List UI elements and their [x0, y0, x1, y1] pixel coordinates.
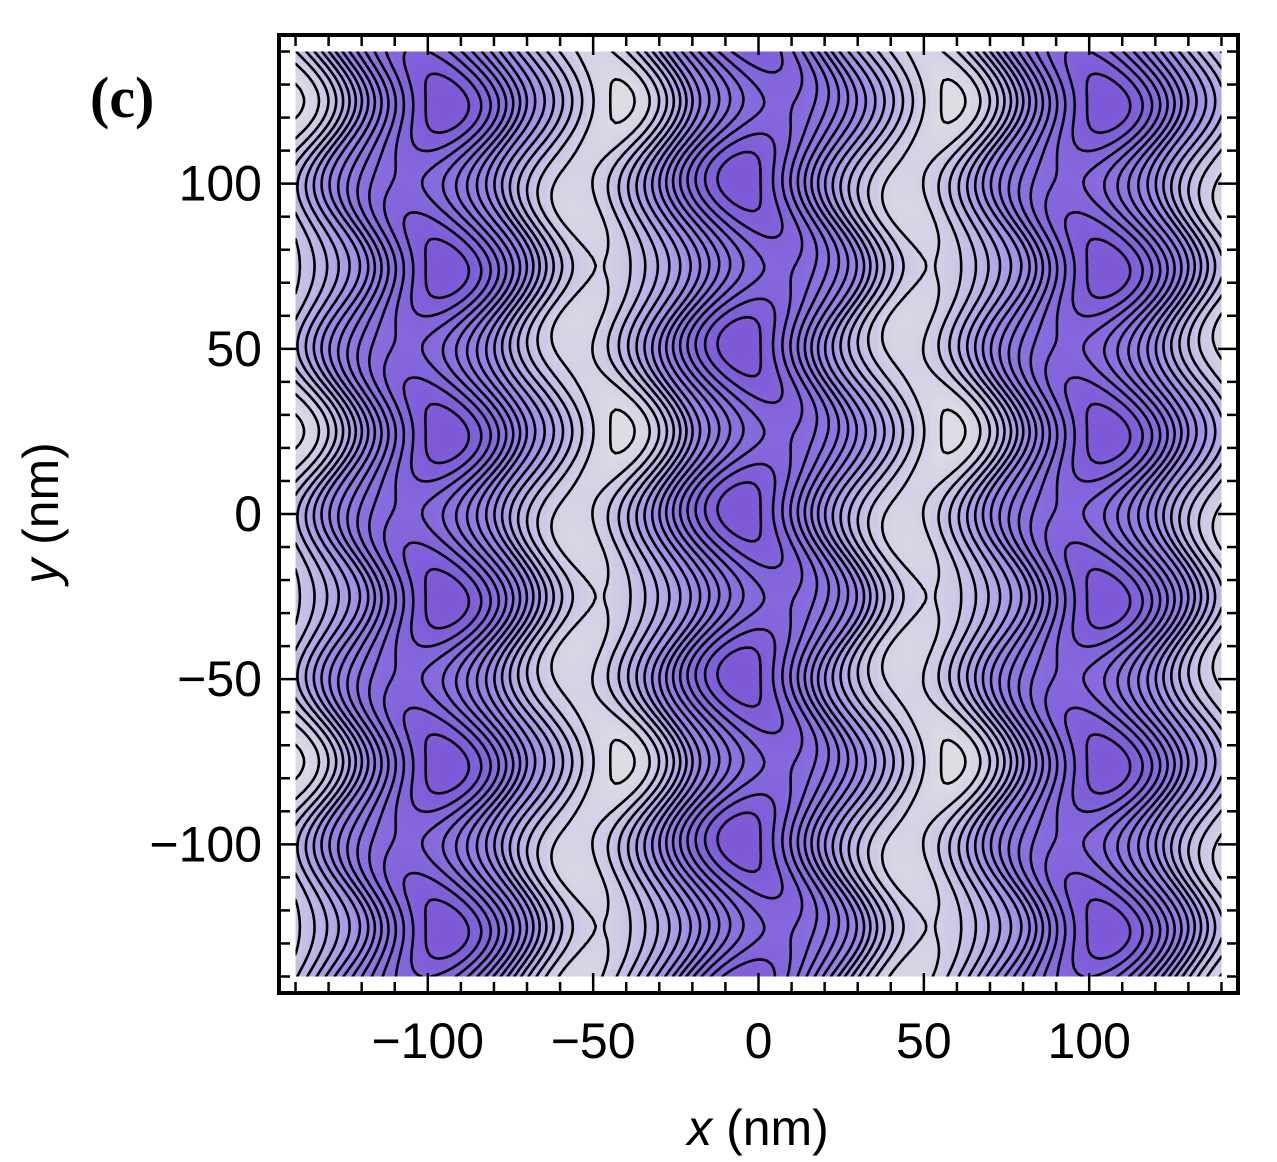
- y-tick-label: 100: [179, 156, 262, 212]
- x-tick-label: 100: [1047, 1013, 1130, 1069]
- y-tick-label: −100: [149, 816, 262, 872]
- x-axis-label-var: x: [685, 1100, 714, 1156]
- y-tick-label: 50: [206, 321, 262, 377]
- y-axis-label-unit: (nm): [13, 442, 69, 559]
- y-axis-label-var: y: [13, 556, 69, 587]
- y-tick-label: −50: [177, 651, 262, 707]
- y-axis-label: y (nm): [13, 442, 69, 587]
- x-tick-label: 50: [896, 1013, 952, 1069]
- x-axis-label-unit: (nm): [712, 1100, 829, 1156]
- y-tick-label: 0: [234, 486, 262, 542]
- x-tick-label: 0: [745, 1013, 773, 1069]
- panel-label: (c): [90, 65, 154, 130]
- x-tick-label: −50: [551, 1013, 636, 1069]
- x-axis-label: x (nm): [685, 1100, 829, 1156]
- x-tick-label: −100: [371, 1013, 484, 1069]
